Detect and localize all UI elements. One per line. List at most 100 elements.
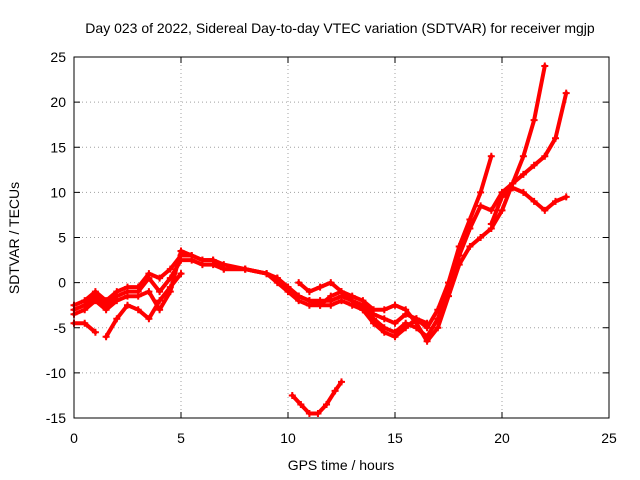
data-point [380,328,388,336]
data-point [314,409,322,417]
data-point [412,315,420,323]
data-point [305,409,313,417]
data-point [370,306,378,314]
data-point [91,328,99,336]
data-point [124,283,131,291]
data-point [552,197,559,205]
data-point [455,243,463,251]
data-point [134,306,142,314]
data-point [81,306,89,314]
x-axis-label: GPS time / hours [288,457,395,473]
data-point [91,297,99,305]
data-point [391,301,399,309]
y-tick-label: 0 [58,275,66,291]
data-point [145,288,153,296]
data-point [552,134,559,142]
x-tick-label: 0 [70,430,78,446]
data-point [81,319,89,327]
data-point [519,170,527,178]
data-point [198,256,206,264]
data-point [124,292,131,300]
data-point [498,206,506,214]
data-point [102,297,110,305]
data-point [455,261,463,269]
data-point [124,301,131,309]
x-tick-label: 20 [494,430,510,446]
series-line [104,271,183,339]
data-point [220,265,228,273]
data-point [316,301,324,309]
data-point [91,288,99,296]
data-point [370,319,378,327]
data-point [134,283,142,291]
data-point [323,400,331,408]
data-point [541,152,549,160]
x-tick-label: 5 [177,430,185,446]
data-point [434,306,442,314]
data-point [338,288,345,296]
data-point [530,161,538,169]
data-point [288,391,296,399]
x-tick-label: 25 [601,430,617,446]
data-point [156,306,164,314]
data-point [177,270,185,278]
data-point [402,306,410,314]
data-point [156,288,164,296]
y-axis-label: SDTVAR / TECUs [6,182,22,294]
data-point [81,297,89,305]
data-point [466,243,474,251]
data-point [541,206,549,214]
data-point [423,319,431,327]
data-point [297,400,305,408]
data-point [487,152,495,160]
data-point [477,188,485,196]
data-point [380,315,388,323]
data-point [348,297,356,305]
data-point [188,252,196,260]
series-track-f [487,184,570,228]
data-point [102,333,110,341]
data-point [487,206,495,214]
data-point [477,234,485,241]
data-point [295,292,303,300]
data-point [445,279,452,287]
series-track-h [295,279,431,341]
data-point [102,306,110,314]
y-tick-label: 20 [50,94,66,110]
data-point [509,184,517,192]
data-point [209,256,217,264]
y-tick-label: -10 [46,365,66,381]
series-track-e [102,270,185,341]
chart-title: Day 023 of 2022, Sidereal Day-to-day VTE… [85,20,595,36]
data-point [273,274,281,282]
x-tick-label: 10 [280,430,296,446]
y-tick-label: -5 [54,320,67,336]
data-point [113,297,121,305]
data-point [284,283,292,291]
data-point [145,315,153,323]
data-point [156,274,164,282]
data-point [466,215,474,223]
data-point [477,202,485,210]
data-point [530,197,538,205]
data-point [391,319,399,327]
data-point [156,297,164,305]
data-point [541,62,549,70]
data-point [423,337,431,345]
data-point [295,279,303,287]
data-point [316,283,324,291]
data-point [562,193,570,201]
data-point [445,292,452,300]
data-point [331,387,339,395]
series-line [489,185,569,226]
y-tick-label: 10 [50,184,66,200]
data-point [434,324,442,332]
axis-ticks: 0 5 10 15 20 25 -15 -10 -5 0 5 10 15 20 25 [46,49,617,446]
data-point [359,306,367,314]
data-point [498,193,506,201]
grid [74,57,609,418]
x-tick-label: 15 [387,430,403,446]
data-point [402,324,410,332]
data-point [327,279,335,287]
